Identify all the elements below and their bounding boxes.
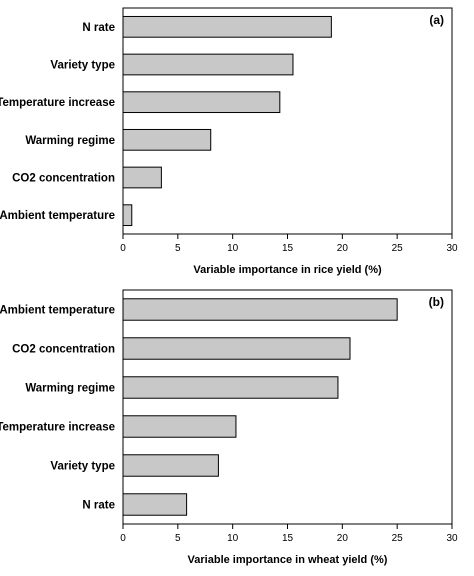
bar-ambient-temperature (122, 298, 398, 321)
bar-ambient-temperature (122, 204, 133, 227)
x-tick-label: 5 (175, 243, 181, 254)
category-label: N rate (82, 22, 115, 34)
category-label: Warming regime (25, 383, 115, 395)
x-tick-label: 15 (282, 533, 294, 544)
plot-frame (122, 7, 453, 235)
category-label: CO2 concentration (12, 173, 115, 185)
category-label: Warming regime (25, 135, 115, 147)
bar-co2-concentration (122, 337, 351, 360)
x-axis-title: Variable importance in wheat yield (%) (188, 554, 388, 566)
x-tick-label: 30 (446, 243, 458, 254)
x-tick-label: 30 (446, 533, 458, 544)
category-label: Variety type (50, 461, 115, 473)
x-tick-label: 0 (120, 533, 126, 544)
category-label: Ambient temperature (0, 210, 115, 222)
chart-panel-2: (b) Ambient temperature CO2 concentration W… (0, 289, 458, 566)
x-axis-title: Variable importance in rice yield (%) (193, 264, 382, 276)
bar-n-rate (122, 15, 332, 38)
x-tick-label: 10 (227, 533, 239, 544)
category-label: Temperature increase (0, 97, 115, 109)
panel-label: (b) (429, 295, 444, 309)
x-tick-label: 0 (120, 243, 126, 254)
category-label: Temperature increase (0, 422, 115, 434)
bar-variety-type (122, 53, 294, 76)
category-label: Ambient temperature (0, 305, 115, 317)
bar-co2-concentration (122, 166, 162, 189)
bar-warming-regime (122, 128, 212, 151)
plot-frame (122, 289, 453, 525)
bar-temperature-increase (122, 415, 237, 438)
x-tick-label: 15 (282, 243, 294, 254)
bar-warming-regime (122, 376, 339, 399)
x-tick-label: 20 (337, 243, 349, 254)
chart-panel-1: (a) N rate Variety type Temperature increas… (0, 7, 458, 276)
category-label: N rate (82, 500, 115, 512)
x-tick-label: 20 (337, 533, 349, 544)
category-label: Variety type (50, 60, 115, 72)
panel-label: (a) (429, 13, 444, 27)
category-label: CO2 concentration (12, 344, 115, 356)
x-tick-label: 5 (175, 533, 181, 544)
x-tick-label: 25 (392, 243, 404, 254)
bar-temperature-increase (122, 91, 281, 114)
x-tick-label: 25 (392, 533, 404, 544)
x-tick-label: 10 (227, 243, 239, 254)
bar-variety-type (122, 454, 219, 477)
bar-n-rate (122, 493, 188, 516)
